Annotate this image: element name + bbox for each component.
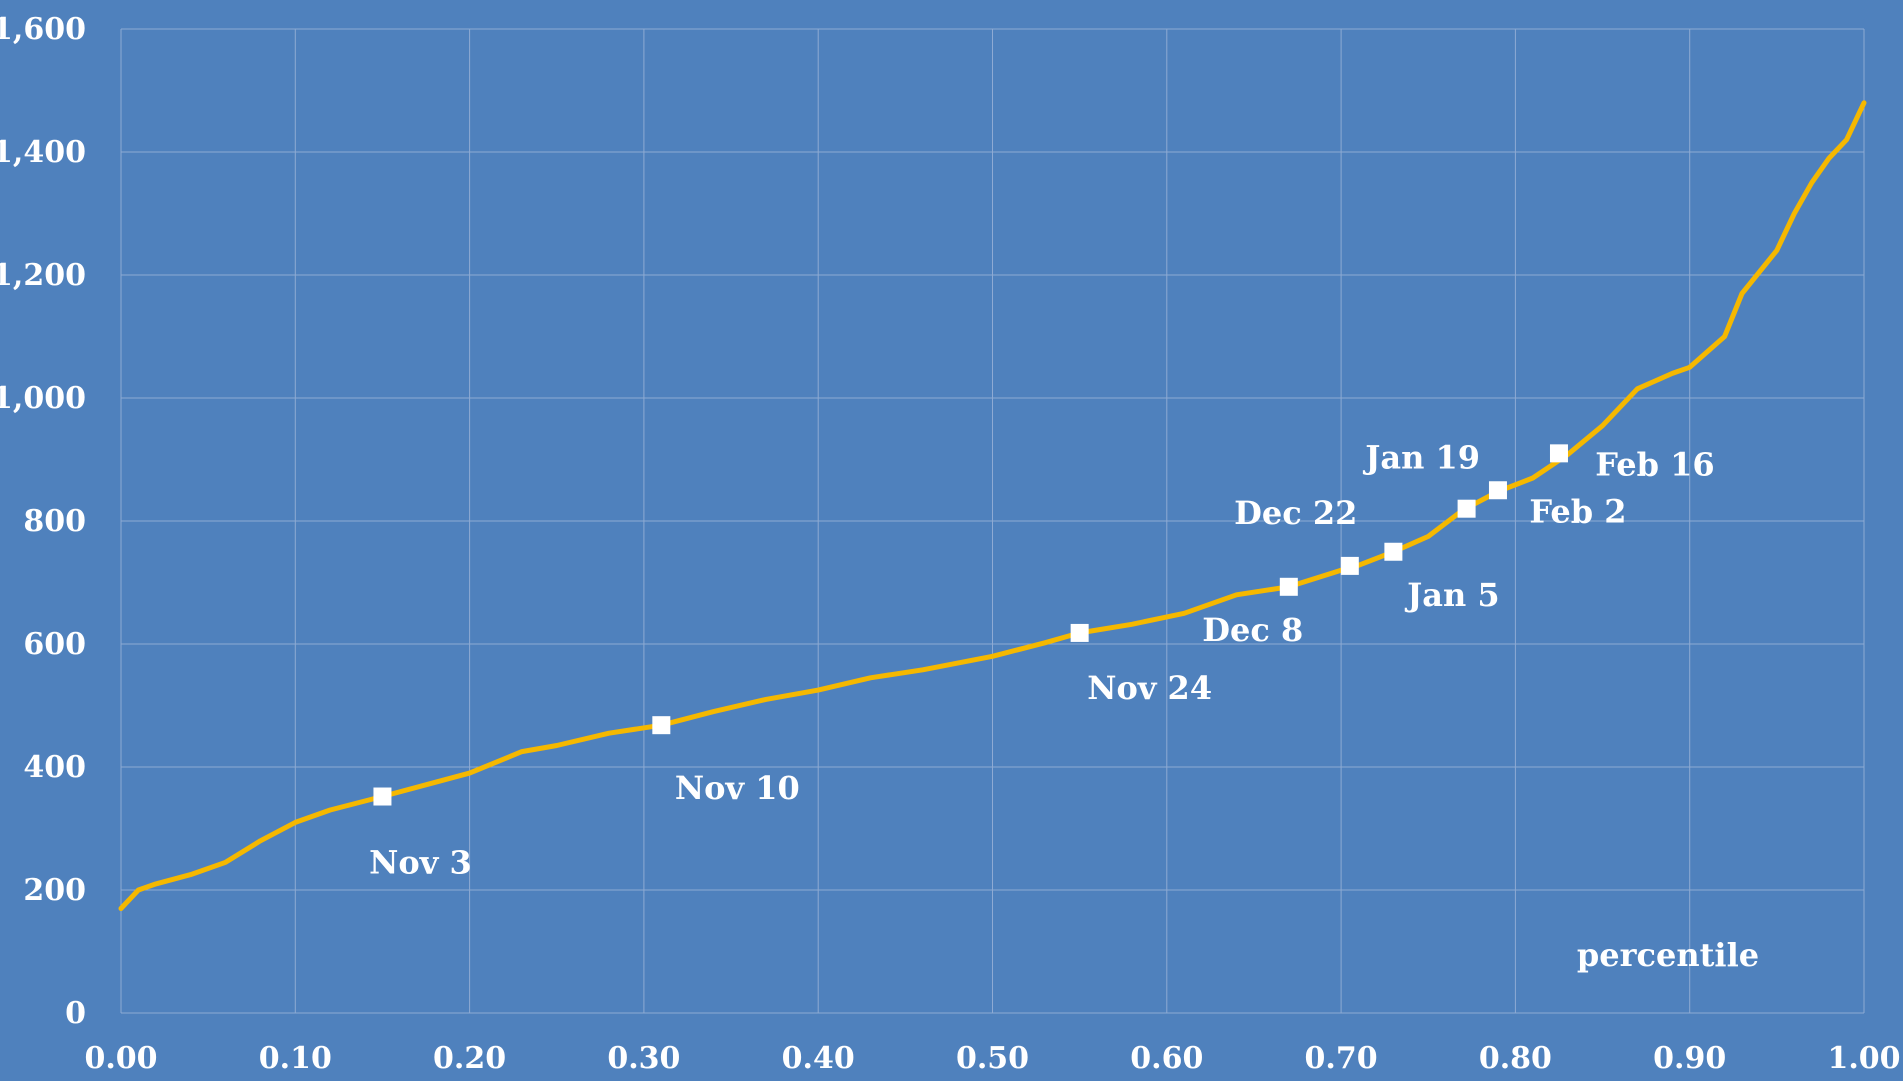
y-tick-label: 800 — [23, 504, 86, 539]
y-tick-labels: 0 200 400 600 800 1,000 1,200 1,400 1,600 — [0, 12, 86, 1031]
x-tick-label: 0.10 — [259, 1041, 332, 1076]
marker-label: Dec 8 — [1202, 611, 1303, 649]
x-tick-label: 0.60 — [1130, 1041, 1203, 1076]
date-marker — [1070, 623, 1089, 642]
marker-label: Feb 16 — [1595, 445, 1714, 483]
marker-label: Nov 3 — [369, 844, 472, 882]
y-tick-label: 1,200 — [0, 258, 86, 293]
x-tick-label: 0.80 — [1479, 1041, 1552, 1076]
marker-label: Dec 22 — [1234, 494, 1357, 532]
x-tick-label: 0.50 — [956, 1041, 1029, 1076]
series-line — [118, 100, 1867, 911]
marker-label: Jan 19 — [1362, 439, 1480, 477]
date-marker — [1340, 556, 1359, 575]
marker-label: Nov 10 — [675, 769, 800, 807]
y-tick-label: 600 — [23, 627, 86, 662]
y-tick-label: 1,400 — [0, 135, 86, 170]
x-tick-label: 0.90 — [1653, 1041, 1726, 1076]
marker-label: Jan 5 — [1404, 576, 1500, 614]
x-tick-label: 0.70 — [1305, 1041, 1378, 1076]
y-tick-label: 0 — [65, 996, 86, 1031]
marker-label: Nov 24 — [1087, 669, 1212, 707]
x-tick-label: 0.40 — [782, 1041, 855, 1076]
marker-labels: Nov 3 Nov 10 Nov 24 Dec 8 Dec 22 Jan 5 Jan 19 F… — [369, 439, 1715, 882]
x-tick-label: 0.20 — [433, 1041, 506, 1076]
x-tick-labels: 0.00 0.10 0.20 0.30 0.40 0.50 0.60 0.70 0.80 0.90… — [84, 1041, 1900, 1076]
date-marker — [373, 787, 392, 806]
grid-layer — [120, 28, 1865, 1014]
date-marker — [1488, 481, 1507, 500]
date-marker — [1457, 499, 1476, 518]
date-markers — [373, 444, 1568, 806]
y-tick-label: 200 — [23, 873, 86, 908]
date-marker — [1279, 577, 1298, 596]
x-tick-label: 0.30 — [607, 1041, 680, 1076]
x-axis-title: percentile — [1577, 936, 1759, 974]
date-marker — [652, 716, 671, 735]
marker-label: Feb 2 — [1529, 492, 1626, 530]
x-tick-label: 1.00 — [1827, 1041, 1900, 1076]
y-tick-label: 400 — [23, 750, 86, 785]
date-marker — [1384, 542, 1403, 561]
y-tick-label: 1,600 — [0, 12, 86, 47]
x-tick-label: 0.00 — [84, 1041, 157, 1076]
y-tick-label: 1,000 — [0, 381, 86, 416]
date-marker — [1549, 444, 1568, 463]
